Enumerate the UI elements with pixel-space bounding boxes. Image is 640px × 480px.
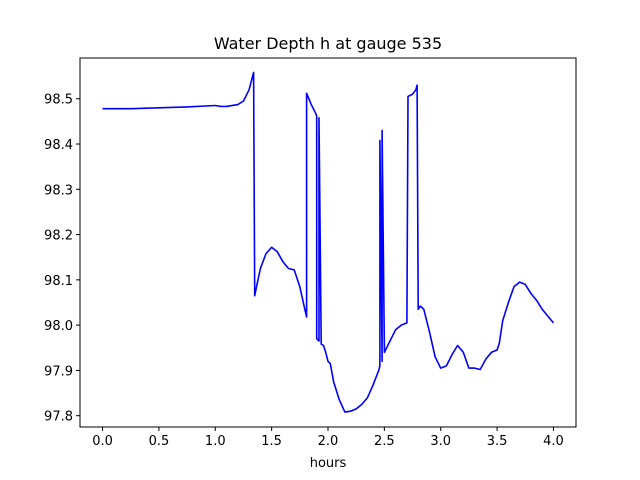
x-tick-label: 2.5 — [374, 434, 395, 449]
x-tick-label: 4.0 — [543, 434, 564, 449]
x-tick-label: 0.5 — [149, 434, 170, 449]
chart-title: Water Depth h at gauge 535 — [214, 34, 442, 53]
y-tick-label: 97.9 — [44, 364, 73, 379]
y-tick-label: 98.2 — [44, 229, 73, 244]
x-tick-label: 2.0 — [318, 434, 339, 449]
x-tick-label: 0.0 — [92, 434, 113, 449]
y-tick-label: 98.4 — [44, 138, 73, 153]
x-axis-ticks: 0.0 0.5 1.0 1.5 2.0 2.5 3.0 3.5 4.0 — [92, 427, 564, 449]
plot-frame — [79, 57, 577, 428]
x-tick-label: 1.5 — [261, 434, 282, 449]
x-tick-label: 1.0 — [205, 434, 226, 449]
y-tick-label: 98.3 — [44, 183, 73, 198]
y-tick-label: 98.5 — [44, 93, 73, 108]
x-tick-label: 3.5 — [487, 434, 508, 449]
y-tick-label: 98.1 — [44, 274, 73, 289]
y-tick-label: 98.0 — [44, 319, 73, 334]
x-tick-label: 3.0 — [430, 434, 451, 449]
y-tick-label: 97.8 — [44, 410, 73, 425]
x-axis-label: hours — [310, 456, 347, 471]
plot-series — [102, 71, 555, 413]
series-line — [102, 71, 555, 413]
y-axis-ticks: 97.8 97.9 98.0 98.1 98.2 98.3 98.4 98.5 — [44, 93, 80, 425]
